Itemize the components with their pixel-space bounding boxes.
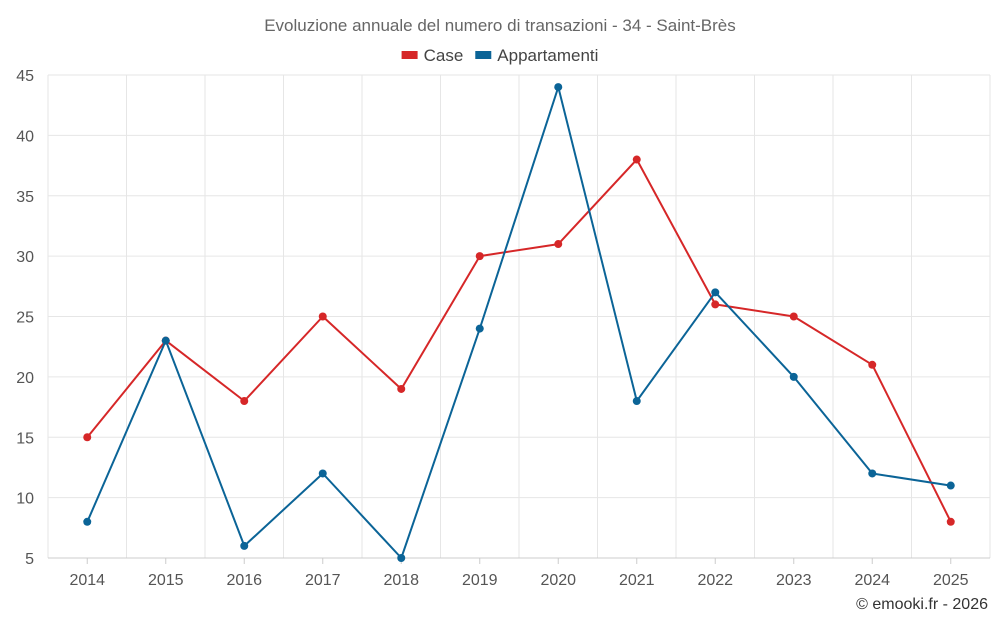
y-tick-label: 40: [16, 128, 34, 145]
series-appartamenti: [83, 83, 955, 562]
credit-text: © emooki.fr - 2026: [856, 596, 988, 613]
x-tick-label: 2025: [933, 572, 969, 589]
x-tick-label: 2017: [305, 572, 341, 589]
data-point-appartamenti[interactable]: [711, 288, 720, 297]
data-point-appartamenti[interactable]: [83, 517, 92, 526]
x-tick-label: 2022: [697, 572, 733, 589]
data-point-appartamenti[interactable]: [161, 336, 170, 345]
data-point-case[interactable]: [789, 312, 798, 321]
data-point-case[interactable]: [240, 397, 249, 406]
legend-item-case[interactable]: Case: [401, 46, 464, 65]
data-point-appartamenti[interactable]: [240, 541, 249, 550]
x-tick-label: 2023: [776, 572, 812, 589]
legend-label: Case: [424, 46, 464, 65]
data-point-appartamenti[interactable]: [789, 372, 798, 381]
data-point-case[interactable]: [632, 155, 641, 164]
y-tick-label: 5: [25, 551, 34, 568]
data-point-appartamenti[interactable]: [318, 469, 327, 478]
legend-swatch: [401, 51, 418, 59]
data-point-appartamenti[interactable]: [554, 83, 563, 92]
series: [83, 83, 955, 562]
y-tick-label: 35: [16, 189, 34, 206]
x-tick-label: 2024: [854, 572, 890, 589]
x-tick-label: 2014: [69, 572, 105, 589]
x-tick-label: 2018: [383, 572, 419, 589]
data-point-appartamenti[interactable]: [868, 469, 877, 478]
series-line-appartamenti: [86, 86, 951, 559]
y-tick-label: 10: [16, 491, 34, 508]
data-point-case[interactable]: [554, 240, 563, 249]
data-point-case[interactable]: [475, 252, 484, 261]
data-point-appartamenti[interactable]: [397, 554, 406, 562]
x-tick-label: 2016: [226, 572, 262, 589]
y-tick-label: 20: [16, 370, 34, 387]
legend-item-appartamenti[interactable]: Appartamenti: [475, 46, 598, 65]
data-point-case[interactable]: [83, 433, 92, 442]
data-point-case[interactable]: [946, 517, 955, 526]
legend-label: Appartamenti: [497, 46, 598, 65]
legend: Case Appartamenti: [401, 46, 598, 65]
y-tick-label: 45: [16, 68, 34, 85]
data-point-appartamenti[interactable]: [946, 481, 955, 490]
data-point-case[interactable]: [318, 312, 327, 321]
chart-title: Evoluzione annuale del numero di transaz…: [264, 16, 736, 35]
x-tick-label: 2019: [462, 572, 498, 589]
y-tick-label: 15: [16, 430, 34, 447]
data-point-case[interactable]: [711, 300, 720, 309]
x-tick-label: 2015: [148, 572, 184, 589]
y-tick-label: 25: [16, 310, 34, 327]
y-tick-label: 30: [16, 249, 34, 266]
data-point-appartamenti[interactable]: [632, 397, 641, 406]
x-tick-label: 2020: [540, 572, 576, 589]
data-point-appartamenti[interactable]: [475, 324, 484, 333]
series-line-case: [86, 158, 952, 523]
legend-swatch: [475, 51, 492, 59]
data-point-case[interactable]: [397, 384, 406, 393]
data-point-case[interactable]: [868, 360, 877, 369]
grid: [47, 74, 991, 558]
x-tick-label: 2021: [619, 572, 655, 589]
